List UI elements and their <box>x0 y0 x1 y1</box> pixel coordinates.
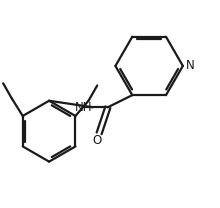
Text: O: O <box>92 134 102 147</box>
Text: N: N <box>186 59 195 72</box>
Text: NH: NH <box>75 101 93 114</box>
